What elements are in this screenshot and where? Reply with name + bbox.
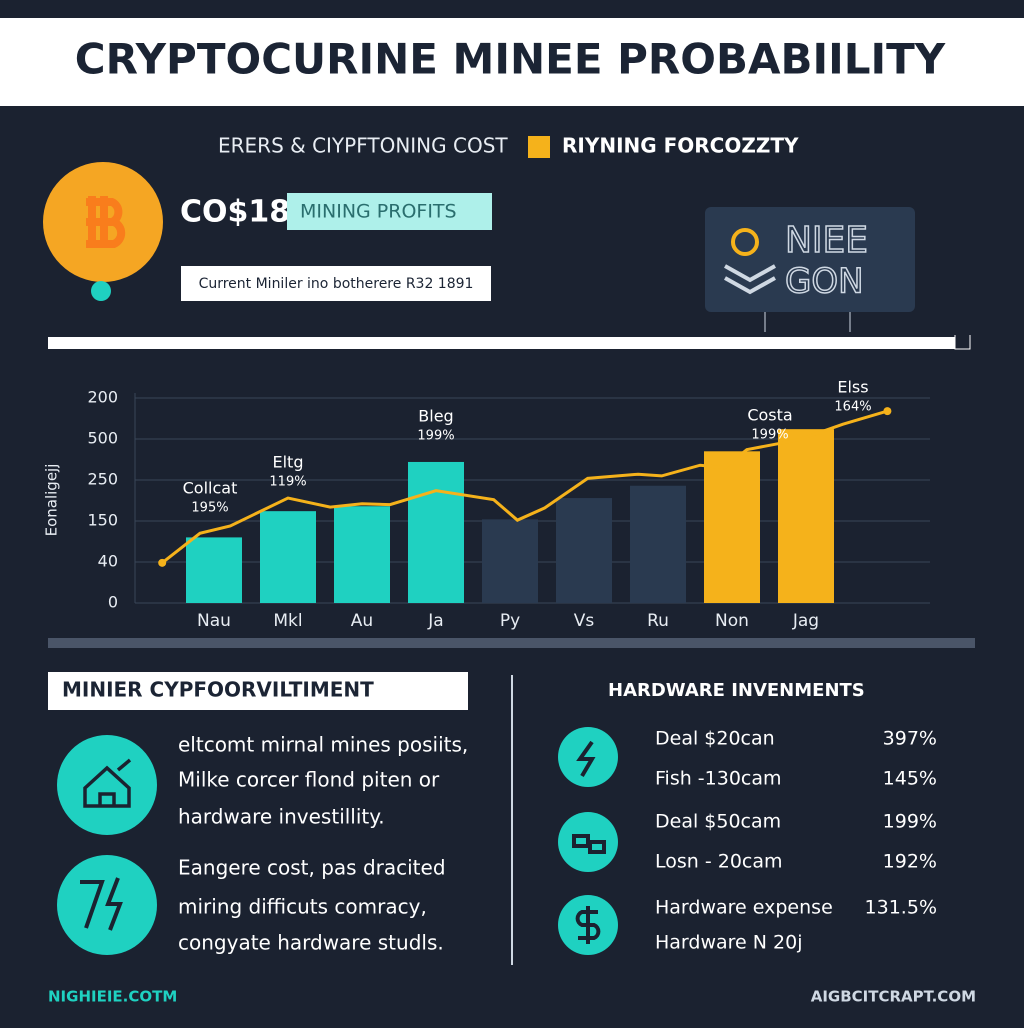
row-label: Hardware N 20j bbox=[655, 932, 802, 954]
y-tick-label: 250 bbox=[87, 470, 118, 489]
coin-dot bbox=[91, 281, 111, 301]
row-value: 397% bbox=[883, 728, 937, 750]
panel-text: Milke corcer flond piten or bbox=[178, 768, 440, 792]
summary-badge: MINING PROFITS bbox=[300, 201, 457, 223]
annotation-name: Bleg bbox=[418, 407, 453, 426]
panel-text: hardware investillity. bbox=[178, 805, 385, 829]
annotation-value: 164% bbox=[834, 400, 871, 415]
bar bbox=[186, 537, 242, 603]
left-panel-title: MINIER CYPFOORVILTIMENT bbox=[62, 678, 374, 702]
section-divider bbox=[48, 638, 975, 648]
y-tick-label: 200 bbox=[87, 388, 118, 407]
summary-note: Current Miniler ino botherere R32 1891 bbox=[199, 276, 474, 292]
annotation-name: Elss bbox=[837, 378, 868, 397]
bar bbox=[556, 498, 612, 603]
legend-right: RIYNING FORCOZZTY bbox=[562, 134, 799, 158]
x-tick-label: Jag bbox=[792, 611, 819, 631]
annotation-name: Eltg bbox=[273, 453, 304, 472]
chart: 0 40 150 250 500 200 Nau Mkl Au Ja Py Vs Ru Non Jag Col… bbox=[87, 378, 930, 631]
y-tick-label: 150 bbox=[87, 511, 118, 530]
row-value: 192% bbox=[883, 851, 937, 873]
energy-glyph bbox=[80, 877, 123, 931]
bar bbox=[630, 485, 686, 603]
annotation-value: 199% bbox=[417, 429, 454, 444]
panel-text: miring difficuts comracy, bbox=[178, 895, 427, 919]
logo-mark bbox=[724, 264, 776, 295]
row-label: Deal $20can bbox=[655, 728, 775, 750]
bolt-glyph bbox=[576, 740, 596, 778]
y-tick-label: 0 bbox=[108, 593, 118, 612]
bar bbox=[260, 511, 316, 603]
bar bbox=[482, 519, 538, 603]
coin-symbol bbox=[86, 196, 126, 248]
header-band bbox=[0, 18, 1024, 106]
row-label: Deal $50cam bbox=[655, 811, 781, 833]
link-glyph bbox=[572, 834, 606, 854]
row-label: Hardware expense bbox=[655, 897, 833, 919]
annotation-name: Costa bbox=[747, 406, 792, 425]
badge-box bbox=[287, 193, 492, 230]
annotation-value: 199% bbox=[751, 428, 788, 443]
page-title: CRYPTOCURINE MINEE PROBABIILITY bbox=[75, 35, 946, 84]
divider-bar bbox=[48, 337, 955, 349]
x-tick-label: Ja bbox=[427, 611, 443, 631]
trend-line bbox=[161, 409, 888, 565]
divider-cap bbox=[954, 335, 971, 350]
row-label: Fish -130cam bbox=[655, 768, 782, 790]
panel-text: Eangere cost, pas dracited bbox=[178, 856, 446, 880]
panel-title-box bbox=[48, 672, 468, 710]
row-value: 145% bbox=[883, 768, 937, 790]
bar bbox=[408, 461, 464, 603]
bar bbox=[334, 506, 390, 603]
bar bbox=[778, 429, 834, 603]
x-tick-label: Py bbox=[500, 611, 520, 631]
row-value: 199% bbox=[883, 811, 937, 833]
x-tick-label: Au bbox=[351, 611, 373, 631]
bar bbox=[704, 451, 760, 603]
panel-text: congyate hardware studls. bbox=[178, 931, 444, 955]
y-tick-label: 40 bbox=[98, 552, 118, 571]
footer-left: NIGHIEIE.COTM bbox=[48, 988, 177, 1006]
house-glyph bbox=[83, 758, 132, 808]
trend-point bbox=[158, 558, 167, 567]
x-tick-label: Mkl bbox=[273, 611, 302, 631]
panel-text: eltcomt mirnal mines posiits, bbox=[178, 733, 468, 757]
right-panel-title: HARDWARE INVENMENTS bbox=[608, 680, 865, 701]
annotation-value: 195% bbox=[191, 501, 228, 516]
house-icon bbox=[57, 735, 157, 835]
annotation-value: 119% bbox=[269, 475, 306, 490]
y-tick-label: 500 bbox=[87, 429, 118, 448]
dollar-glyph bbox=[575, 906, 601, 944]
x-tick-label: Vs bbox=[574, 611, 595, 631]
trend-point bbox=[883, 407, 892, 416]
legend-left: ERERS & CIYPFTONING COST bbox=[218, 134, 508, 158]
y-axis-label: Eonaligejj bbox=[43, 464, 61, 537]
logo-mark bbox=[731, 228, 759, 256]
footer-right: AIGBCITCRAPT.COM bbox=[811, 988, 976, 1006]
x-tick-label: Nau bbox=[197, 611, 231, 631]
x-tick-label: Ru bbox=[647, 611, 669, 631]
note-box bbox=[181, 266, 491, 301]
row-label: Losn - 20cam bbox=[655, 851, 783, 873]
x-tick-label: Non bbox=[715, 611, 749, 631]
annotation-name: Collcat bbox=[183, 479, 238, 498]
row-value: 131.5% bbox=[865, 897, 937, 919]
logo-bottom: GON bbox=[785, 262, 864, 302]
legend-swatch bbox=[528, 136, 550, 158]
logo-top: NIEE bbox=[785, 220, 868, 261]
